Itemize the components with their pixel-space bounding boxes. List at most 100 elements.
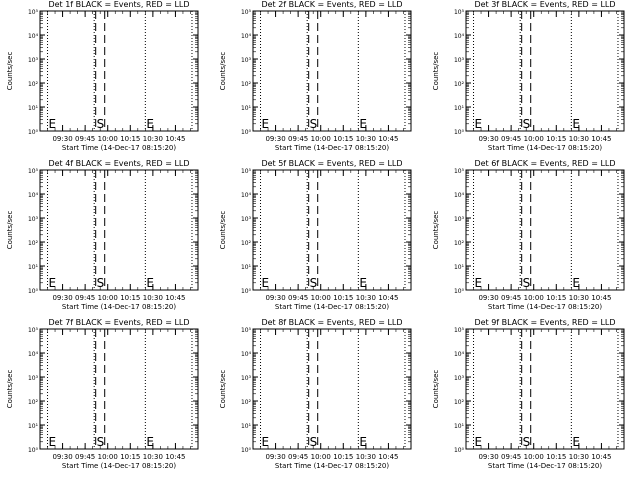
end-marker: E (49, 435, 57, 449)
plot-frame (252, 10, 412, 132)
end-marker: E (475, 117, 483, 131)
plot-title: Det 9f BLACK = Events, RED = LLD (474, 318, 615, 327)
y-tick-label: 10² (28, 81, 39, 88)
x-tick-label: 10:30 (569, 135, 589, 143)
y-axis-label: Counts/sec (219, 370, 227, 409)
x-tick-label: 09:45 (288, 294, 308, 302)
plot-title: Det 5f BLACK = Events, RED = LLD (261, 159, 402, 168)
x-tick-label: 09:30 (265, 135, 285, 143)
end-marker: E (146, 435, 154, 449)
y-tick-label: 10³ (241, 57, 252, 64)
x-tick-label: 10:15 (333, 453, 353, 461)
y-tick-label: 10⁵ (241, 168, 252, 175)
x-tick-label: 10:00 (311, 453, 331, 461)
y-tick-label: 10¹ (28, 264, 39, 271)
x-tick-label: 10:45 (378, 453, 398, 461)
y-axis-label: Counts/sec (432, 370, 440, 409)
y-tick-label: 10⁰ (241, 129, 252, 136)
start-marker: S (97, 276, 105, 290)
y-tick-label: 10³ (28, 375, 39, 382)
y-tick-label: 10¹ (241, 264, 252, 271)
x-tick-label: 10:45 (378, 135, 398, 143)
x-tick-label: 10:45 (378, 294, 398, 302)
end-marker: E (359, 117, 367, 131)
x-tick-label: 09:30 (52, 135, 72, 143)
x-tick-label: 09:45 (501, 294, 521, 302)
x-tick-label: 09:45 (501, 453, 521, 461)
y-tick-label: 10⁴ (28, 33, 39, 40)
start-marker: S (97, 435, 105, 449)
x-tick-label: 10:45 (591, 294, 611, 302)
y-tick-label: 10⁴ (454, 33, 465, 40)
start-marker: S (310, 117, 318, 131)
x-axis-label: Start Time (14-Dec-17 08:15:20) (62, 462, 176, 470)
x-tick-label: 09:45 (75, 135, 95, 143)
y-axis-label: Counts/sec (6, 52, 14, 91)
start-marker: S (523, 435, 531, 449)
x-tick-label: 10:00 (98, 453, 118, 461)
x-axis-label: Start Time (14-Dec-17 08:15:20) (488, 462, 602, 470)
y-tick-label: 10³ (454, 57, 465, 64)
x-tick-label: 09:45 (288, 135, 308, 143)
end-marker: E (359, 435, 367, 449)
x-axis-label: Start Time (14-Dec-17 08:15:20) (275, 144, 389, 152)
y-axis-label: Counts/sec (6, 211, 14, 250)
end-marker: E (146, 117, 154, 131)
y-axis-label: Counts/sec (432, 52, 440, 91)
x-tick-label: 10:30 (356, 294, 376, 302)
x-tick-label: 09:45 (501, 135, 521, 143)
start-marker: S (523, 276, 531, 290)
plot-frame (252, 169, 412, 291)
x-tick-label: 10:00 (524, 294, 544, 302)
x-tick-label: 10:00 (524, 453, 544, 461)
x-tick-label: 10:15 (120, 135, 140, 143)
plot-frame (465, 10, 625, 132)
y-tick-label: 10¹ (454, 264, 465, 271)
x-tick-label: 09:30 (478, 453, 498, 461)
x-tick-label: 10:15 (120, 294, 140, 302)
end-marker: E (572, 435, 580, 449)
y-tick-label: 10² (454, 240, 465, 247)
end-marker: E (262, 117, 270, 131)
x-tick-label: 10:45 (165, 453, 185, 461)
plot-title: Det 1f BLACK = Events, RED = LLD (48, 0, 189, 9)
x-tick-label: 10:00 (98, 294, 118, 302)
y-tick-label: 10³ (241, 375, 252, 382)
end-marker: E (475, 435, 483, 449)
y-tick-label: 10³ (454, 216, 465, 223)
x-tick-label: 09:30 (478, 294, 498, 302)
x-tick-label: 09:30 (52, 294, 72, 302)
x-axis-label: Start Time (14-Dec-17 08:15:20) (488, 303, 602, 311)
y-tick-label: 10⁴ (28, 192, 39, 199)
x-tick-label: 09:30 (52, 453, 72, 461)
plot-title: Det 7f BLACK = Events, RED = LLD (48, 318, 189, 327)
y-tick-label: 10⁴ (454, 351, 465, 358)
x-tick-label: 10:15 (120, 453, 140, 461)
y-tick-label: 10⁴ (241, 351, 252, 358)
start-marker: S (310, 276, 318, 290)
y-tick-label: 10² (28, 399, 39, 406)
end-marker: E (49, 117, 57, 131)
y-axis-label: Counts/sec (432, 211, 440, 250)
x-tick-label: 10:45 (165, 135, 185, 143)
y-tick-label: 10⁵ (28, 327, 39, 334)
x-tick-label: 10:30 (143, 135, 163, 143)
y-axis-label: Counts/sec (219, 211, 227, 250)
y-tick-label: 10⁰ (241, 447, 252, 454)
y-tick-label: 10¹ (28, 423, 39, 430)
end-marker: E (262, 435, 270, 449)
x-tick-label: 09:30 (265, 453, 285, 461)
start-marker: S (523, 117, 531, 131)
x-tick-label: 10:00 (311, 294, 331, 302)
plot-title: Det 6f BLACK = Events, RED = LLD (474, 159, 615, 168)
x-tick-label: 10:30 (356, 453, 376, 461)
y-tick-label: 10⁰ (28, 288, 39, 295)
plot-frame (39, 169, 199, 291)
end-marker: E (359, 276, 367, 290)
y-tick-label: 10¹ (454, 423, 465, 430)
y-tick-label: 10³ (28, 216, 39, 223)
y-tick-label: 10⁰ (454, 447, 465, 454)
y-axis-label: Counts/sec (219, 52, 227, 91)
y-tick-label: 10¹ (241, 423, 252, 430)
